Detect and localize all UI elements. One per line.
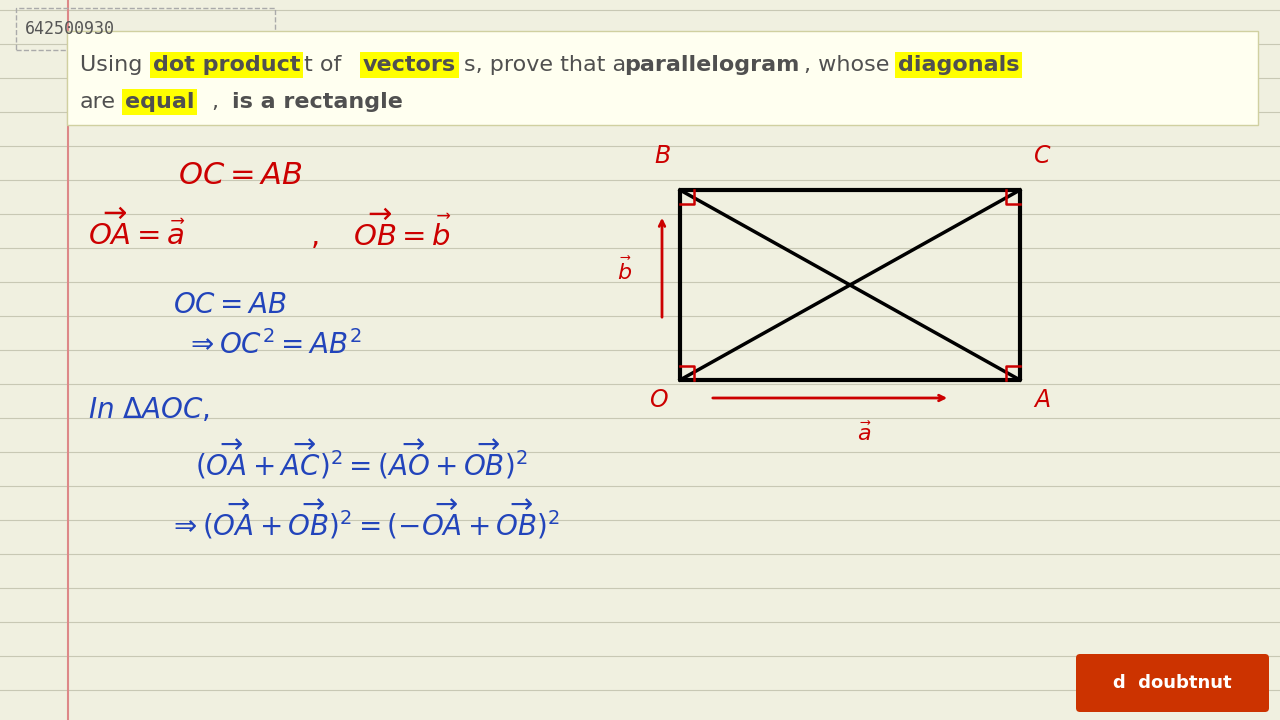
Text: , whose: , whose bbox=[804, 55, 896, 75]
Text: A: A bbox=[1034, 388, 1050, 412]
Text: ,: , bbox=[212, 92, 227, 112]
Text: vectors: vectors bbox=[364, 55, 456, 75]
FancyBboxPatch shape bbox=[1076, 654, 1268, 712]
Text: $\vec{a}$: $\vec{a}$ bbox=[858, 422, 873, 445]
Text: $,\quad \overrightarrow{OB} = \vec{b}$: $,\quad \overrightarrow{OB} = \vec{b}$ bbox=[310, 208, 452, 252]
Text: dot product: dot product bbox=[154, 55, 301, 75]
Text: $\overrightarrow{OA} = \vec{a}$: $\overrightarrow{OA} = \vec{a}$ bbox=[88, 210, 186, 251]
FancyBboxPatch shape bbox=[67, 31, 1258, 125]
Text: B: B bbox=[654, 144, 671, 168]
Text: $\Rightarrow (\overrightarrow{OA} + \overrightarrow{OB})^2 = (-\overrightarrow{O: $\Rightarrow (\overrightarrow{OA} + \ove… bbox=[168, 498, 561, 541]
Text: $OC = AB$: $OC = AB$ bbox=[173, 291, 287, 319]
Text: O: O bbox=[649, 388, 667, 412]
Text: $\vec{b}$: $\vec{b}$ bbox=[617, 256, 632, 284]
Text: are: are bbox=[81, 92, 116, 112]
Text: 642500930: 642500930 bbox=[26, 20, 115, 38]
Text: $(\overrightarrow{OA} + \overrightarrow{AC})^2 = (\overrightarrow{AO} + \overrig: $(\overrightarrow{OA} + \overrightarrow{… bbox=[195, 438, 527, 482]
Text: $OC = AB$: $OC = AB$ bbox=[178, 161, 302, 189]
Text: s, prove that a: s, prove that a bbox=[465, 55, 634, 75]
Text: $In\ \Delta AOC,$: $In\ \Delta AOC,$ bbox=[88, 396, 210, 424]
Text: equal: equal bbox=[125, 92, 195, 112]
Text: is a rectangle: is a rectangle bbox=[232, 92, 403, 112]
Text: Using: Using bbox=[81, 55, 150, 75]
Text: t of: t of bbox=[305, 55, 348, 75]
Text: parallelogram: parallelogram bbox=[623, 55, 800, 75]
Text: d  doubtnut: d doubtnut bbox=[1112, 674, 1231, 692]
Text: C: C bbox=[1034, 144, 1051, 168]
Text: $\Rightarrow OC^2 = AB^2$: $\Rightarrow OC^2 = AB^2$ bbox=[186, 330, 362, 360]
Text: diagonals: diagonals bbox=[899, 55, 1019, 75]
